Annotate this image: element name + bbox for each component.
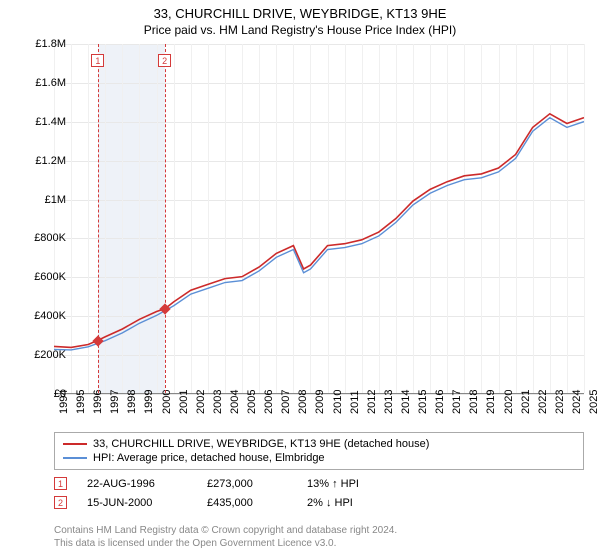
legend-item: 33, CHURCHILL DRIVE, WEYBRIDGE, KT13 9HE… — [63, 437, 575, 451]
event-date: 22-AUG-1996 — [87, 478, 187, 490]
x-axis-label: 2000 — [161, 390, 173, 414]
event-row: 2 15-JUN-2000 £435,000 2% ↓ HPI — [54, 493, 359, 512]
legend-label: HPI: Average price, detached house, Elmb… — [93, 452, 325, 464]
x-axis-label: 2022 — [537, 390, 549, 414]
chart-container: 33, CHURCHILL DRIVE, WEYBRIDGE, KT13 9HE… — [0, 0, 600, 560]
x-axis-label: 1998 — [126, 390, 138, 414]
footer-line: Contains HM Land Registry data © Crown c… — [54, 524, 397, 537]
chart-subtitle: Price paid vs. HM Land Registry's House … — [0, 21, 600, 41]
x-axis-label: 2008 — [297, 390, 309, 414]
x-axis-label: 2024 — [571, 390, 583, 414]
x-axis-label: 2005 — [246, 390, 258, 414]
legend: 33, CHURCHILL DRIVE, WEYBRIDGE, KT13 9HE… — [54, 432, 584, 470]
x-axis-label: 2012 — [366, 390, 378, 414]
event-marker: 2 — [158, 54, 171, 67]
event-table: 1 22-AUG-1996 £273,000 13% ↑ HPI 2 15-JU… — [54, 474, 359, 512]
x-axis-label: 2010 — [332, 390, 344, 414]
x-axis-label: 1994 — [58, 390, 70, 414]
x-axis-label: 2003 — [212, 390, 224, 414]
x-axis-label: 2011 — [349, 390, 361, 414]
legend-label: 33, CHURCHILL DRIVE, WEYBRIDGE, KT13 9HE… — [93, 438, 429, 450]
footer: Contains HM Land Registry data © Crown c… — [54, 524, 397, 550]
event-price: £273,000 — [207, 478, 287, 490]
event-date: 15-JUN-2000 — [87, 497, 187, 509]
x-axis-label: 1996 — [92, 390, 104, 414]
x-axis-label: 2015 — [417, 390, 429, 414]
x-axis-label: 2007 — [280, 390, 292, 414]
event-delta: 13% ↑ HPI — [307, 478, 359, 490]
x-axis-label: 1999 — [143, 390, 155, 414]
x-axis-label: 2020 — [503, 390, 515, 414]
legend-swatch — [63, 457, 87, 459]
event-delta: 2% ↓ HPI — [307, 497, 353, 509]
event-price: £435,000 — [207, 497, 287, 509]
x-axis-label: 2004 — [229, 390, 241, 414]
chart-lines — [54, 44, 584, 393]
event-badge: 1 — [54, 477, 67, 490]
x-axis-label: 1995 — [75, 390, 87, 414]
x-axis-label: 2002 — [195, 390, 207, 414]
x-axis-label: 2018 — [468, 390, 480, 414]
x-axis-label: 2009 — [314, 390, 326, 414]
chart-title: 33, CHURCHILL DRIVE, WEYBRIDGE, KT13 9HE — [0, 0, 600, 21]
x-axis-label: 2021 — [520, 390, 532, 414]
x-axis-label: 1997 — [109, 390, 121, 414]
legend-item: HPI: Average price, detached house, Elmb… — [63, 451, 575, 465]
series-line — [54, 118, 584, 350]
x-axis-label: 2017 — [451, 390, 463, 414]
event-row: 1 22-AUG-1996 £273,000 13% ↑ HPI — [54, 474, 359, 493]
x-axis-label: 2016 — [434, 390, 446, 414]
plot-area: 12 — [54, 44, 584, 394]
x-axis-label: 2013 — [383, 390, 395, 414]
legend-swatch — [63, 443, 87, 445]
footer-line: This data is licensed under the Open Gov… — [54, 537, 397, 550]
event-badge: 2 — [54, 496, 67, 509]
x-axis-label: 2025 — [588, 390, 600, 414]
x-axis-label: 2014 — [400, 390, 412, 414]
event-marker: 1 — [91, 54, 104, 67]
x-axis-label: 2019 — [485, 390, 497, 414]
series-line — [54, 114, 584, 348]
x-axis-label: 2023 — [554, 390, 566, 414]
x-axis-label: 2006 — [263, 390, 275, 414]
x-axis-label: 2001 — [178, 390, 190, 414]
